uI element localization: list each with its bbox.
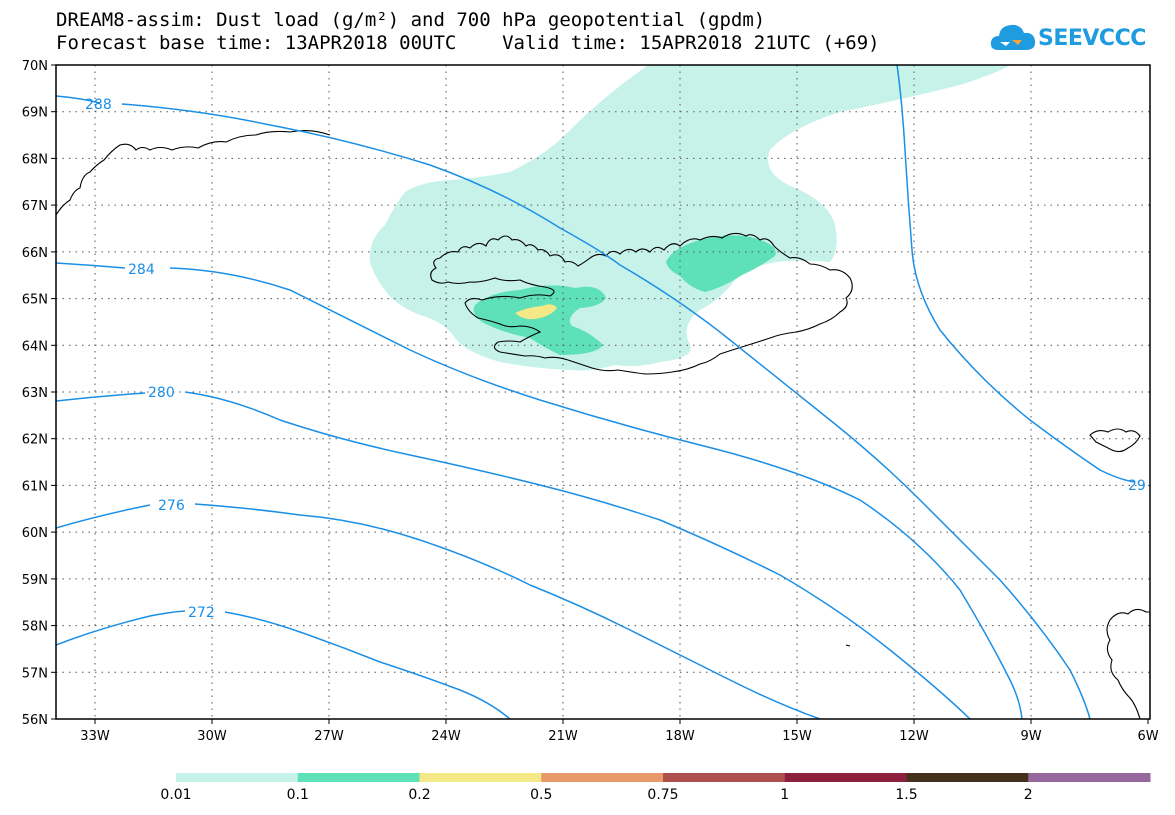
- lon-label-21w: 21W: [548, 729, 578, 744]
- contour-label-272: 272: [188, 605, 215, 621]
- lon-label-6w: 6W: [1137, 729, 1158, 744]
- lat-label-68n: 68N: [22, 152, 48, 167]
- contour-276: [56, 503, 821, 719]
- island-dot: [845, 644, 851, 647]
- logo-text: SEEVCCC: [1038, 26, 1146, 51]
- colorbar-label: 0.2: [408, 787, 430, 803]
- lat-label-59n: 59N: [22, 573, 48, 588]
- longitude-labels: 33W 30W 27W 24W 21W 18W 15W 12W 9W 6W: [80, 729, 1158, 744]
- lat-label-62n: 62N: [22, 433, 48, 448]
- map-plot-area: 288 284 280 276 272 29: [56, 65, 1150, 719]
- lon-label-24w: 24W: [431, 729, 461, 744]
- contour-272: [56, 610, 511, 719]
- lon-label-15w: 15W: [782, 729, 812, 744]
- scotland-coast: [1106, 608, 1150, 719]
- cloud-icon: [990, 24, 1036, 50]
- lon-label-18w: 18W: [665, 729, 695, 744]
- lat-label-66n: 66N: [22, 246, 48, 261]
- lat-label-61n: 61N: [22, 479, 48, 494]
- lat-label-69n: 69N: [22, 106, 48, 121]
- colorbar-label: 0.5: [530, 787, 552, 803]
- graticule: [56, 65, 1150, 719]
- contour-288: [56, 95, 1091, 719]
- contour-label-29: 29: [1128, 478, 1146, 494]
- colorbar-label: 0.75: [647, 787, 678, 803]
- contour-284: [56, 262, 1023, 719]
- colorbar-segment: [906, 773, 1029, 782]
- contour-292: [896, 65, 1136, 483]
- lon-label-33w: 33W: [80, 729, 110, 744]
- colorbar-segment: [784, 773, 907, 782]
- colorbar-segment: [176, 773, 299, 782]
- contour-labels: 288 284 280 276 272 29: [85, 97, 1146, 621]
- lat-label-67n: 67N: [22, 199, 48, 214]
- colorbar-label: 1.5: [895, 787, 917, 803]
- latitude-labels: 70N 69N 68N 67N 66N 65N 64N 63N 62N 61N …: [22, 59, 48, 728]
- iceland-coast: [430, 232, 853, 375]
- greenland-coast: [56, 129, 331, 216]
- colorbar-segment: [419, 773, 542, 782]
- lon-label-27w: 27W: [314, 729, 344, 744]
- geopotential-contours: [56, 65, 1136, 719]
- lat-label-70n: 70N: [22, 59, 48, 74]
- contour-label-284: 284: [128, 262, 155, 278]
- lat-label-63n: 63N: [22, 386, 48, 401]
- contour-label-276: 276: [158, 498, 185, 514]
- map-title: DREAM8-assim: Dust load (g/m²) and 700 h…: [56, 9, 766, 31]
- colorbar-segment: [541, 773, 664, 782]
- lat-label-58n: 58N: [22, 620, 48, 635]
- dust-area-high: [515, 304, 557, 320]
- lat-label-57n: 57N: [22, 666, 48, 681]
- colorbar-segment: [297, 773, 420, 782]
- colorbar-label: 0.01: [160, 787, 191, 803]
- colorbar: 0.01 0.1 0.2 0.5 0.75 1 1.5 2: [160, 773, 1151, 803]
- colorbar-segment: [663, 773, 786, 782]
- lon-label-9w: 9W: [1020, 729, 1041, 744]
- lon-label-12w: 12W: [899, 729, 929, 744]
- contour-280: [56, 391, 971, 719]
- colorbar-label: 2: [1024, 787, 1033, 803]
- tick-marks: [51, 64, 1149, 724]
- lat-label-65n: 65N: [22, 293, 48, 308]
- map-subtitle: Forecast base time: 13APR2018 00UTC Vali…: [56, 32, 880, 54]
- colorbar-segment: [1028, 773, 1151, 782]
- lat-label-64n: 64N: [22, 339, 48, 354]
- colorbar-label: 1: [780, 787, 789, 803]
- lon-label-30w: 30W: [197, 729, 227, 744]
- lat-label-60n: 60N: [22, 526, 48, 541]
- faroe-coast: [1089, 428, 1141, 453]
- contour-label-288: 288: [85, 97, 112, 113]
- seevccc-logo: SEEVCCC: [988, 18, 1158, 58]
- contour-label-280: 280: [148, 385, 175, 401]
- colorbar-label: 0.1: [287, 787, 309, 803]
- coastlines: [56, 129, 1150, 719]
- dust-area-medium-east: [666, 235, 776, 292]
- lat-label-56n: 56N: [22, 713, 48, 728]
- dust-area-medium-west: [473, 285, 606, 355]
